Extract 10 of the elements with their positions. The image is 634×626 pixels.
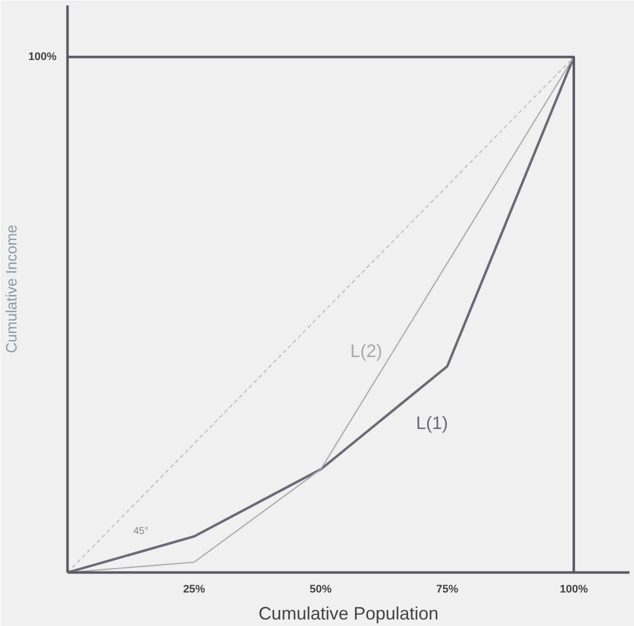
x-tick-label: 25%	[183, 584, 206, 596]
x-tick-label: 50%	[310, 584, 332, 596]
series-label: L(2)	[350, 340, 382, 361]
series-label: L(1)	[416, 413, 448, 434]
annotation: 45°	[133, 526, 148, 537]
x-tick-label: 100%	[560, 584, 588, 596]
x-axis-title: Cumulative Population	[258, 604, 439, 624]
y-axis-title: Cumulative Income	[3, 224, 20, 354]
text: 100%	[28, 51, 57, 64]
x-tick-label: 75%	[436, 584, 458, 596]
